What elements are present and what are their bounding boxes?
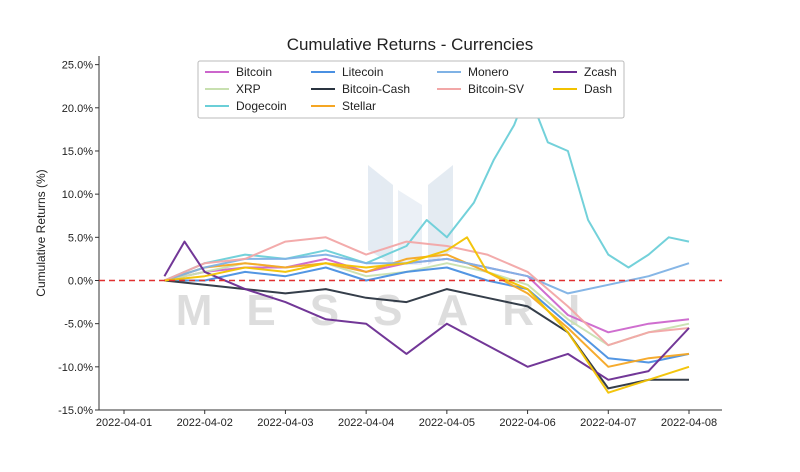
watermark-logo-mid bbox=[398, 190, 422, 265]
series-lines bbox=[163, 89, 690, 394]
legend-label-bitcoin-cash: Bitcoin-Cash bbox=[342, 82, 410, 96]
y-tick-label: -5.0% bbox=[64, 319, 93, 331]
watermark-logo-left bbox=[368, 165, 393, 265]
legend-label-bitcoin-sv: Bitcoin-SV bbox=[468, 82, 524, 96]
legend-label-stellar: Stellar bbox=[342, 99, 376, 113]
x-tick-label: 2022-04-06 bbox=[499, 417, 555, 429]
y-tick-label: 5.0% bbox=[68, 232, 93, 244]
y-tick-label: -10.0% bbox=[58, 362, 93, 374]
legend-label-litecoin: Litecoin bbox=[342, 65, 383, 79]
x-tick-label: 2022-04-04 bbox=[338, 417, 394, 429]
y-axis-label: Cumulative Returns (%) bbox=[34, 169, 48, 296]
legend-label-zcash: Zcash bbox=[584, 65, 617, 79]
y-tick-label: 10.0% bbox=[62, 189, 93, 201]
series-line-litecoin bbox=[164, 266, 690, 364]
x-ticks: 2022-04-01 2022-04-02 2022-04-03 2022-04-04… bbox=[96, 410, 717, 429]
x-tick-label: 2022-04-03 bbox=[257, 417, 313, 429]
x-tick-label: 2022-04-08 bbox=[661, 417, 717, 429]
y-tick-label: -15.0% bbox=[58, 405, 93, 417]
y-tick-label: 20.0% bbox=[62, 103, 93, 115]
watermark-text: MESSARI bbox=[176, 286, 614, 335]
series-line-bitcoin-sv bbox=[164, 236, 690, 347]
y-tick-label: 0.0% bbox=[68, 275, 93, 287]
x-tick-label: 2022-04-02 bbox=[177, 417, 233, 429]
x-tick-label: 2022-04-07 bbox=[580, 417, 636, 429]
legend-label-dash: Dash bbox=[584, 82, 612, 96]
legend-label-monero: Monero bbox=[468, 65, 509, 79]
y-tick-label: 25.0% bbox=[62, 60, 93, 72]
watermark-logo-right bbox=[428, 165, 453, 265]
legend-entries: Bitcoin Litecoin Monero Zcash XRP Bitcoin-Cas… bbox=[205, 65, 617, 113]
series-line-dash bbox=[164, 236, 690, 394]
y-ticks: 25.0% 20.0% 15.0% 10.0% 5.0% 0.0% -5.0% -10.0% -… bbox=[58, 60, 99, 417]
chart-title: Cumulative Returns - Currencies bbox=[287, 35, 534, 54]
legend-box bbox=[197, 60, 625, 119]
watermark: MESSARI bbox=[176, 165, 614, 335]
legend-label-dogecoin: Dogecoin bbox=[236, 99, 287, 113]
legend-label-xrp: XRP bbox=[236, 82, 261, 96]
legend-label-bitcoin: Bitcoin bbox=[236, 65, 272, 79]
series-line-dogecoin bbox=[164, 89, 690, 282]
x-tick-label: 2022-04-05 bbox=[419, 417, 475, 429]
y-tick-label: 15.0% bbox=[62, 146, 93, 158]
series-line-bitcoin-cash bbox=[164, 279, 689, 390]
legend: Bitcoin Litecoin Monero Zcash XRP Bitcoin-Cas… bbox=[197, 60, 625, 119]
x-tick-label: 2022-04-01 bbox=[96, 417, 152, 429]
series-line-monero bbox=[164, 253, 690, 295]
